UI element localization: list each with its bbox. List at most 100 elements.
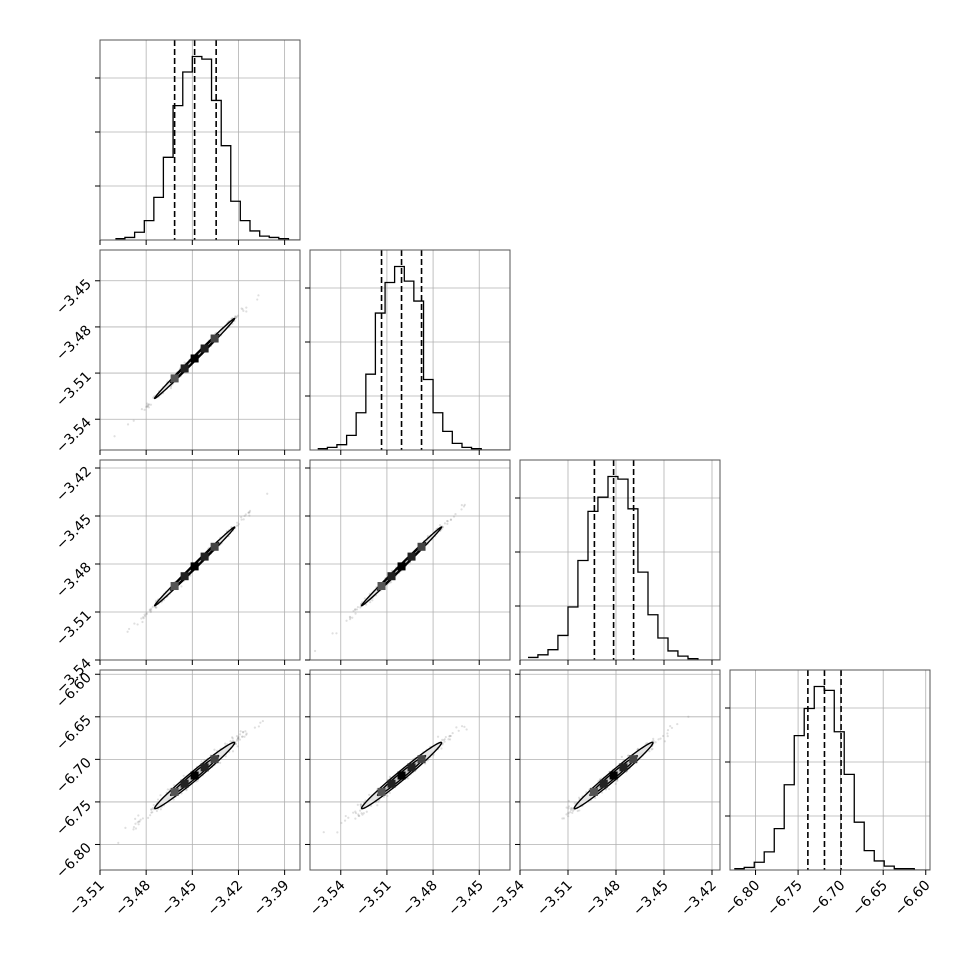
sample-point (242, 309, 245, 312)
density-block (200, 552, 209, 561)
sample-point (446, 520, 449, 523)
sample-point (347, 816, 350, 819)
sample-point (357, 813, 360, 816)
sample-point (150, 607, 153, 610)
histogram-1 (317, 265, 510, 450)
density-block (180, 364, 189, 373)
density-block (387, 572, 396, 581)
sample-point (626, 754, 630, 757)
density-block (417, 542, 426, 551)
panel-0-0 (95, 39, 301, 245)
panel-frame (519, 669, 721, 871)
sample-point (569, 811, 572, 814)
density-block (407, 552, 416, 561)
sample-point (562, 817, 566, 820)
y-tick-label: −3.45 (53, 512, 95, 554)
sample-point (231, 737, 234, 740)
sample-point (627, 754, 630, 757)
sample-point (151, 811, 154, 814)
sample-point (570, 806, 573, 810)
sample-point (150, 808, 153, 811)
y-tick-label: −3.51 (53, 369, 95, 411)
sample-point (348, 618, 352, 621)
panel-2-2 (515, 459, 721, 665)
sample-point (236, 745, 239, 748)
sample-point (436, 735, 440, 738)
sample-point (666, 735, 669, 738)
sample-point (616, 779, 619, 782)
density-block (619, 763, 628, 772)
density-block (417, 755, 426, 764)
density-block (170, 582, 179, 591)
y-tick-label: −6.65 (53, 712, 95, 754)
sample-point (449, 518, 452, 521)
sample-point (446, 519, 449, 523)
panel-frame (99, 459, 301, 661)
density-blocks (170, 755, 219, 796)
sample-point (351, 616, 354, 619)
sample-point (359, 804, 363, 807)
x-tick-label: −3.48 (582, 878, 624, 920)
sample-point (145, 612, 148, 615)
panel-3-1: −3.54 −3.51 −3.48 −3.45 (305, 669, 511, 919)
sample-point (443, 522, 447, 525)
sample-point (238, 733, 242, 736)
sample-point (388, 791, 391, 795)
panel-2-1 (305, 459, 511, 665)
sample-point (148, 608, 151, 611)
sample-point (248, 511, 251, 514)
sample-point (231, 736, 234, 739)
sample-point (245, 732, 248, 735)
density-block (387, 779, 396, 788)
density-blocks (589, 755, 638, 796)
sample-point (368, 793, 371, 796)
sample-point (463, 503, 466, 506)
sample-point (242, 518, 245, 521)
sample-point (147, 403, 150, 407)
sample-point (224, 755, 227, 758)
x-tick-label: −3.54 (307, 877, 349, 919)
sample-point (577, 796, 581, 799)
sample-point (571, 807, 574, 811)
panel-content-2-0 (100, 460, 300, 660)
sample-point (238, 738, 241, 741)
sample-point (313, 649, 317, 653)
sample-point (460, 725, 464, 728)
sample-point (657, 738, 660, 741)
sample-point (253, 726, 257, 729)
sample-point (344, 814, 347, 818)
sample-point (183, 361, 186, 364)
sample-point (352, 811, 355, 814)
density-block (377, 787, 386, 796)
sample-point (236, 524, 240, 527)
sample-point (235, 739, 239, 742)
sample-point (151, 806, 155, 810)
sample-point (236, 314, 240, 317)
sample-point (234, 316, 238, 319)
sample-point (650, 748, 653, 751)
panel-content-2-2 (520, 460, 720, 660)
sample-point (442, 739, 445, 742)
x-tick-label: −3.42 (205, 878, 247, 920)
sample-point (651, 747, 654, 750)
sample-point (460, 508, 463, 511)
sample-point (358, 814, 361, 818)
sample-point (156, 798, 160, 801)
sample-point (151, 605, 154, 608)
sample-point (159, 794, 162, 797)
sample-point (669, 725, 672, 728)
sample-point (149, 610, 152, 614)
density-block (377, 582, 386, 591)
sample-point (126, 423, 130, 426)
sample-point (134, 827, 138, 830)
sample-point (172, 798, 175, 801)
x-tick-label: −3.48 (112, 878, 154, 920)
sample-point (150, 609, 153, 612)
sample-point (257, 725, 260, 728)
density-block (589, 787, 598, 796)
sample-point (666, 728, 670, 732)
sample-point (569, 807, 573, 810)
sample-point (354, 812, 358, 815)
sample-point (243, 514, 246, 518)
density-block (180, 572, 189, 581)
